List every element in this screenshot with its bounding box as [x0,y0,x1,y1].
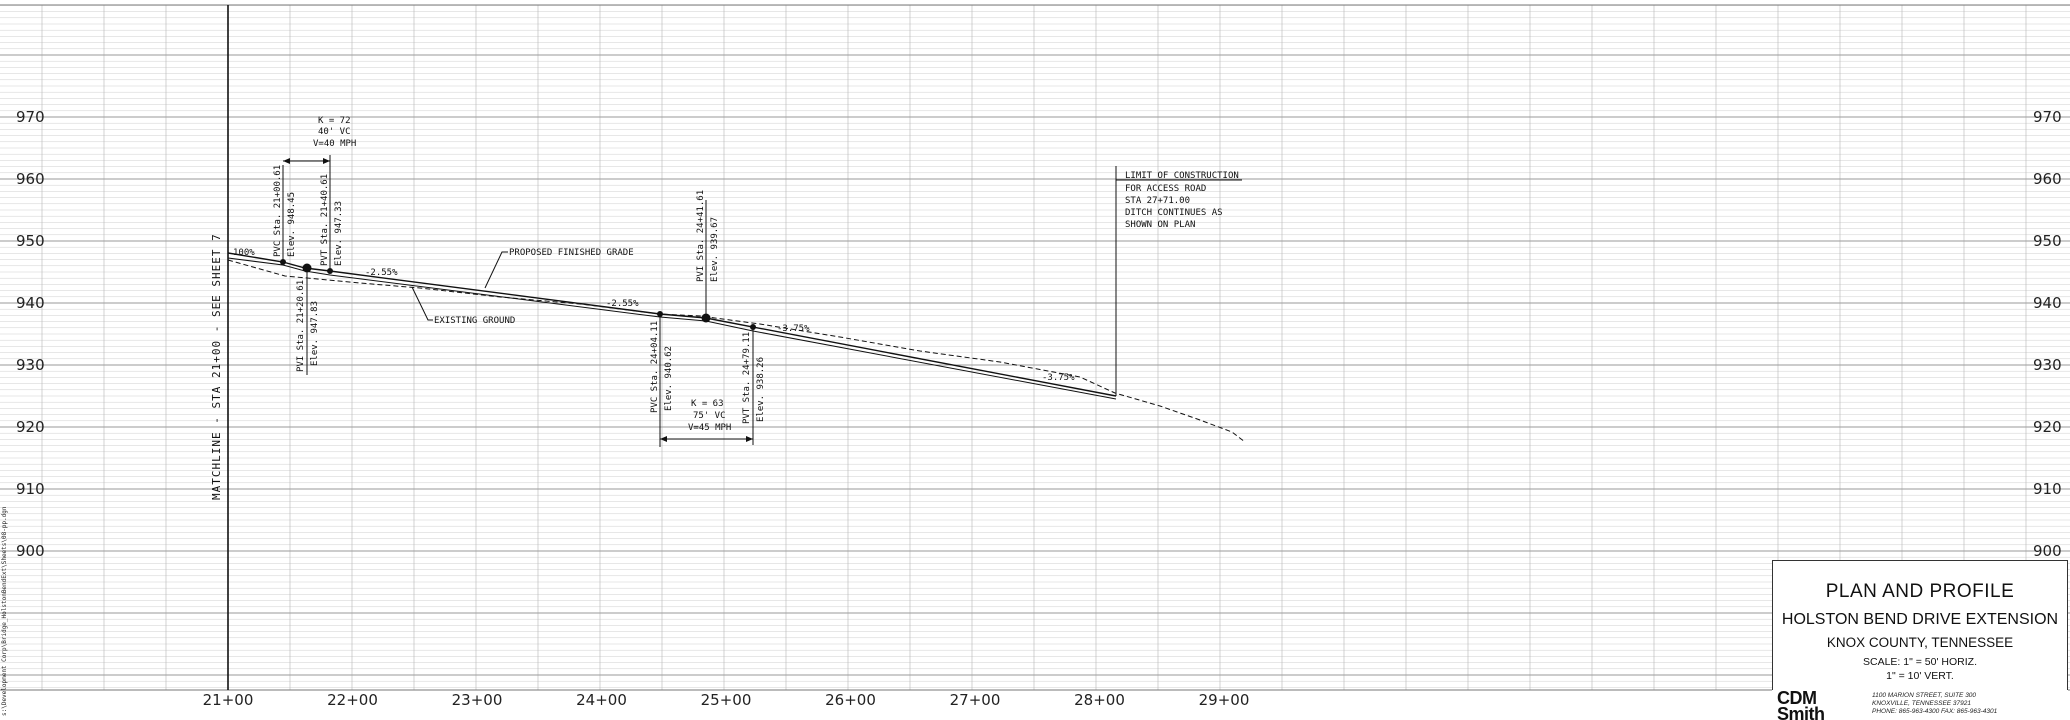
vc-1-k: K = 72 [318,116,351,126]
vc-1-arrow-right [323,158,330,164]
major-grid [0,4,2070,691]
station-label: 29+00 [1199,691,1250,709]
limit-note-line-1: LIMIT OF CONSTRUCTION [1125,171,1239,181]
county-name: KNOX COUNTY, TENNESSEE [1826,635,2014,650]
elevation-label-left: 970 [16,108,45,126]
existing-ground-label: EXISTING GROUND [434,316,515,326]
station-label: 23+00 [452,691,503,709]
limit-note-line-3: STA 27+71.00 [1125,196,1190,206]
proposed-grade-leader [484,251,508,289]
vc-2-k: K = 63 [691,399,724,409]
cdm-smith-logo: CDM Smith [1777,690,1845,720]
limit-note-line-2: FOR ACCESS ROAD [1125,184,1206,194]
pvi-1-elevation: Elev. 947.83 [310,301,320,366]
elevation-label-left: 940 [16,294,45,312]
pvi-2-elevation: Elev. 939.67 [710,217,720,282]
elevation-labels-right: 970 960 950 940 930 920 910 900 [2033,108,2062,560]
proposed-grade-bottom [227,257,1117,400]
limit-note: LIMIT OF CONSTRUCTION FOR ACCESS ROAD ST… [1125,171,1239,230]
file-path: s:\Development Corp\Bridge_HolstonBendEx… [1,506,8,716]
station-labels: 21+00 22+00 23+00 24+00 25+00 26+00 27+00 28+00… [203,691,1250,709]
firm-brand: CDM Smith 1100 MARION STREET, SUITE 300 … [1772,690,2068,720]
sheet-title: PLAN AND PROFILE [1825,581,2015,602]
vc-1-arrow-left [283,158,290,164]
elevation-label-left: 900 [16,542,45,560]
existing-ground-leader [411,286,433,321]
elevation-label-right: 920 [2033,418,2062,436]
pvc-2-elevation: Elev. 940.62 [664,346,674,411]
limit-note-line-4: DITCH CONTINUES AS [1125,208,1223,218]
grade-label-5: -3.75% [1042,373,1075,383]
station-label: 26+00 [825,691,876,709]
vc-2-length: 75' VC [693,411,726,421]
matchline-label: MATCHLINE - STA 21+00 - SEE SHEET 7 [210,233,223,500]
elevation-label-left: 910 [16,480,45,498]
station-label: 22+00 [327,691,378,709]
station-label: 28+00 [1074,691,1125,709]
elevation-label-right: 950 [2033,232,2062,250]
station-label: 24+00 [576,691,627,709]
pvt-1-station: PVT Sta. 21+40.61 [320,174,330,266]
elevation-label-right: 930 [2033,356,2062,374]
pvt-2-station: PVT Sta. 24+79.11 [742,332,752,424]
elevation-label-right: 900 [2033,542,2062,560]
project-name: HOLSTON BEND DRIVE EXTENSION [1781,611,2059,628]
address-line-1: 1100 MARION STREET, SUITE 300 [1872,692,1977,699]
grade-label-2: -2.55% [365,268,398,278]
elevation-label-left: 950 [16,232,45,250]
elevation-label-left: 920 [16,418,45,436]
logo-line-2: Smith [1777,704,1825,720]
address-line-2: KNOXVILLE, TENNESSEE 37921 [1872,700,1971,707]
proposed-grade-label: PROPOSED FINISHED GRADE [509,248,634,258]
pvc-2-station: PVC Sta. 24+04.11 [650,321,660,413]
scale-vertical: 1" = 10' VERT. [1886,670,1954,682]
firm-address: 1100 MARION STREET, SUITE 300 KNOXVILLE,… [1872,692,1997,716]
minor-grid [0,5,2070,690]
elevation-labels-left: 970 960 950 940 930 920 910 900 [16,108,45,560]
grade-label-4: -3.75% [777,324,810,334]
pvi-1-station: PVI Sta. 21+20.61 [296,280,306,372]
pvi-2-station: PVI Sta. 24+41.61 [696,190,706,282]
grade-label-3: -2.55% [606,299,639,309]
pvt-2-elevation: Elev. 938.26 [756,357,766,422]
vc-1-length: 40' VC [318,127,351,137]
elevation-label-left: 960 [16,170,45,188]
logo-line-1: CDM [1777,690,1817,708]
limit-note-line-5: SHOWN ON PLAN [1125,220,1195,230]
pvc-1-station: PVC Sta. 21+00.61 [273,165,283,257]
grade-label-1: 100% [233,248,255,258]
address-line-3: PHONE: 865-963-4300 FAX: 865-963-4301 [1872,708,1998,715]
proposed-grade-top [227,252,1117,397]
scale-horizontal: SCALE: 1" = 50' HORIZ. [1863,656,1977,668]
station-label: 27+00 [950,691,1001,709]
elevation-label-right: 960 [2033,170,2062,188]
pvc-1-elevation: Elev. 948.45 [287,192,297,257]
station-label: 21+00 [203,691,254,709]
elevation-label-right: 940 [2033,294,2062,312]
station-label: 25+00 [701,691,752,709]
vc-2-arrow-left [660,436,667,442]
existing-ground-line [227,259,1246,443]
pvt-1-elevation: Elev. 947.33 [334,201,344,266]
vc-1-speed: V=40 MPH [313,139,356,149]
vc-2-speed: V=45 MPH [688,423,731,433]
elevation-label-left: 930 [16,356,45,374]
elevation-label-right: 970 [2033,108,2062,126]
vc-2-arrow-right [746,436,753,442]
elevation-label-right: 910 [2033,480,2062,498]
